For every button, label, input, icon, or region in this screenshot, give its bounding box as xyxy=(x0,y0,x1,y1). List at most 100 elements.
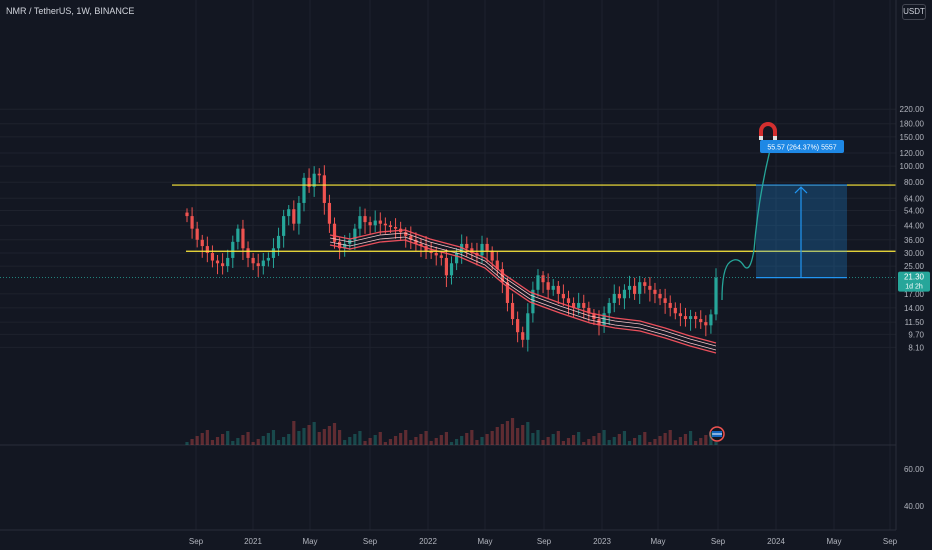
volume-bar xyxy=(419,434,423,445)
target-arrow-head xyxy=(794,186,808,194)
candle-body xyxy=(541,275,545,283)
candle-body xyxy=(393,226,398,229)
candle-body xyxy=(627,285,632,290)
price-tick-label: 120.00 xyxy=(900,149,925,158)
volume-bar xyxy=(500,424,504,445)
candle-body xyxy=(663,298,667,303)
time-tick-label: 2023 xyxy=(593,537,611,546)
volume-bar xyxy=(602,430,606,445)
candles xyxy=(185,165,718,352)
volume-bar xyxy=(215,437,220,445)
candle-body xyxy=(704,322,708,326)
volume-bar xyxy=(460,436,464,445)
moving-average-ribbon xyxy=(329,229,717,354)
volume-bar xyxy=(200,433,204,445)
candle-body xyxy=(490,250,494,261)
volume-bar xyxy=(205,430,209,445)
volume-bar xyxy=(256,439,260,445)
moving-average-line xyxy=(329,236,717,351)
volume-bar xyxy=(688,431,693,445)
volume-bar xyxy=(383,442,387,445)
volume-bar xyxy=(592,436,596,445)
volume-bar xyxy=(388,439,393,445)
price-tick-label: 150.00 xyxy=(900,133,925,142)
candle-body xyxy=(709,314,713,326)
candle-body xyxy=(561,293,566,299)
volume-bar xyxy=(582,442,586,445)
candle-body xyxy=(454,252,459,264)
volume-bar xyxy=(627,441,632,445)
time-tick-label: Sep xyxy=(711,537,726,546)
volume-tick-label: 60.00 xyxy=(904,465,925,474)
candle-body xyxy=(658,293,662,299)
time-tick-label: Sep xyxy=(883,537,898,546)
candle-body xyxy=(648,285,652,290)
candle-body xyxy=(409,235,413,240)
volume-bar xyxy=(648,442,652,445)
volume-bar xyxy=(210,440,215,445)
candle-body xyxy=(516,319,520,333)
candle-body xyxy=(246,248,250,258)
volume-bar xyxy=(510,418,515,445)
candle-body xyxy=(683,316,688,320)
volume-bars xyxy=(185,418,718,445)
candle-body xyxy=(221,263,225,267)
volume-bar xyxy=(668,430,672,445)
magnet-body xyxy=(759,122,777,139)
candle-body xyxy=(337,241,342,249)
price-tick-label: 25.00 xyxy=(904,262,925,271)
candle-body xyxy=(215,260,220,264)
candle-body xyxy=(510,302,515,320)
volume-bar xyxy=(414,437,418,445)
volume-bar xyxy=(424,431,428,445)
candle-body xyxy=(617,293,621,299)
price-tick-label: 64.00 xyxy=(904,194,925,203)
candle-body xyxy=(643,282,647,286)
candle-body xyxy=(607,302,611,314)
volume-bar xyxy=(358,431,362,445)
candle-body xyxy=(470,248,474,253)
volume-bar xyxy=(643,432,647,445)
price-tick-label: 36.00 xyxy=(904,236,925,245)
volume-bar xyxy=(658,436,662,445)
candle-body xyxy=(200,239,204,247)
candle-body xyxy=(343,243,347,249)
volume-bar xyxy=(571,435,576,445)
magnet-icon xyxy=(759,122,777,140)
candle-body xyxy=(694,316,698,320)
magnet-tip xyxy=(759,136,763,140)
volume-bar xyxy=(566,438,571,445)
candle-body xyxy=(302,177,306,203)
volume-bar xyxy=(541,440,545,445)
volume-bar xyxy=(337,430,342,445)
volume-bar xyxy=(709,432,713,445)
volume-tick-label: 40.00 xyxy=(904,502,925,511)
candle-body xyxy=(419,243,423,247)
volume-bar xyxy=(221,434,225,445)
volume-bar xyxy=(332,423,337,445)
volume-bar xyxy=(368,438,372,445)
candle-body xyxy=(297,202,301,224)
currency-unit-button[interactable]: USDT xyxy=(902,4,926,20)
candle-body xyxy=(653,289,657,294)
candle-body xyxy=(368,222,372,226)
volume-bar xyxy=(302,428,306,445)
price-tick-label: 220.00 xyxy=(900,105,925,114)
candle-body xyxy=(577,302,581,308)
volume-bar xyxy=(292,421,296,445)
moving-average-line xyxy=(329,229,717,344)
measure-label: 55.57 (264.37%) 5557 xyxy=(760,140,844,153)
price-tick-label: 8.10 xyxy=(908,343,924,352)
volume-bar xyxy=(429,441,433,445)
candle-body xyxy=(282,216,286,236)
candle-body xyxy=(292,209,296,224)
candle-body xyxy=(307,177,311,187)
volume-bar xyxy=(404,430,408,445)
candle-body xyxy=(485,243,489,251)
price-tick-label: 100.00 xyxy=(900,162,925,171)
time-tick-label: 2021 xyxy=(244,537,262,546)
volume-bar xyxy=(526,422,530,445)
candle-body xyxy=(521,332,525,340)
candle-body xyxy=(602,313,606,326)
